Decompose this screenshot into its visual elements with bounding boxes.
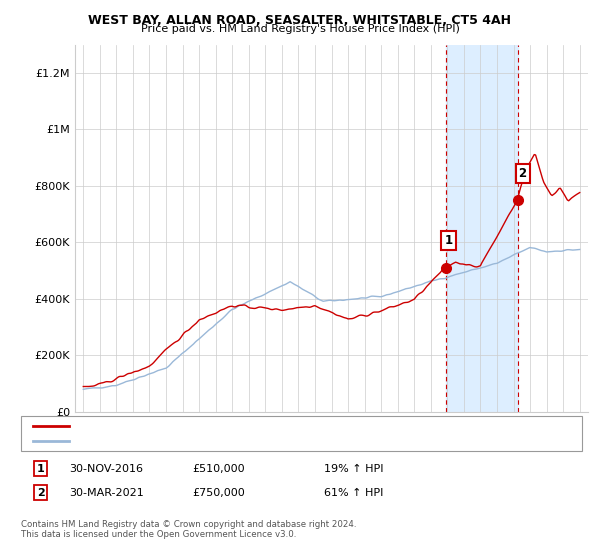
Text: WEST BAY, ALLAN ROAD, SEASALTER, WHITSTABLE, CT5 4AH: WEST BAY, ALLAN ROAD, SEASALTER, WHITSTA… [89,14,511,27]
Text: HPI: Average price, detached house, Canterbury: HPI: Average price, detached house, Cant… [72,436,308,446]
Text: 2: 2 [37,488,44,498]
Text: £510,000: £510,000 [192,464,245,474]
Text: 2: 2 [518,167,527,180]
Text: £750,000: £750,000 [192,488,245,498]
Text: 19% ↑ HPI: 19% ↑ HPI [324,464,383,474]
Text: Price paid vs. HM Land Registry's House Price Index (HPI): Price paid vs. HM Land Registry's House … [140,24,460,34]
Text: 30-NOV-2016: 30-NOV-2016 [69,464,143,474]
Text: 61% ↑ HPI: 61% ↑ HPI [324,488,383,498]
Text: Contains HM Land Registry data © Crown copyright and database right 2024.
This d: Contains HM Land Registry data © Crown c… [21,520,356,539]
Text: 30-MAR-2021: 30-MAR-2021 [69,488,144,498]
Text: 1: 1 [445,235,452,248]
Text: 1: 1 [37,464,44,474]
Text: WEST BAY, ALLAN ROAD, SEASALTER, WHITSTABLE, CT5 4AH (detached house): WEST BAY, ALLAN ROAD, SEASALTER, WHITSTA… [72,421,458,431]
Bar [446,45,518,412]
